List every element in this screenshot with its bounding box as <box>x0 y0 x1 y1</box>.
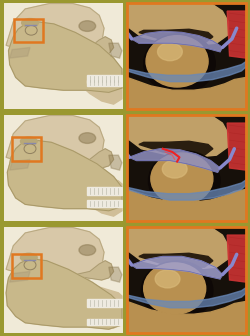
Polygon shape <box>7 140 122 211</box>
Polygon shape <box>132 31 222 52</box>
Polygon shape <box>139 141 213 155</box>
Polygon shape <box>109 155 122 170</box>
Polygon shape <box>64 54 122 104</box>
Ellipse shape <box>162 160 187 178</box>
Polygon shape <box>64 278 122 328</box>
Polygon shape <box>227 11 246 58</box>
Polygon shape <box>127 61 246 82</box>
Polygon shape <box>87 75 122 83</box>
Polygon shape <box>87 299 122 307</box>
Polygon shape <box>6 116 104 170</box>
Polygon shape <box>6 259 122 329</box>
Polygon shape <box>64 166 122 216</box>
Polygon shape <box>10 160 30 170</box>
Ellipse shape <box>146 36 208 87</box>
Polygon shape <box>127 301 246 333</box>
Polygon shape <box>127 226 228 269</box>
Ellipse shape <box>141 261 213 321</box>
Ellipse shape <box>25 26 37 35</box>
Ellipse shape <box>148 151 220 211</box>
Polygon shape <box>227 123 246 170</box>
Polygon shape <box>109 267 122 282</box>
Ellipse shape <box>79 133 96 143</box>
Polygon shape <box>139 29 213 43</box>
Polygon shape <box>87 319 122 325</box>
Ellipse shape <box>79 245 96 255</box>
Polygon shape <box>227 235 246 282</box>
Polygon shape <box>87 200 122 207</box>
Ellipse shape <box>24 144 36 154</box>
Bar <box>14 18 43 42</box>
Bar <box>12 254 41 278</box>
Polygon shape <box>10 47 30 58</box>
Polygon shape <box>139 253 213 267</box>
Polygon shape <box>6 227 104 282</box>
Ellipse shape <box>144 263 206 314</box>
Polygon shape <box>87 187 122 195</box>
Polygon shape <box>109 43 122 58</box>
Ellipse shape <box>158 43 182 61</box>
Polygon shape <box>127 180 246 200</box>
Ellipse shape <box>24 260 36 270</box>
Polygon shape <box>70 37 114 56</box>
Ellipse shape <box>22 18 38 27</box>
Ellipse shape <box>79 21 96 31</box>
Polygon shape <box>6 4 104 58</box>
Polygon shape <box>130 149 220 172</box>
Polygon shape <box>127 288 246 308</box>
Polygon shape <box>87 80 122 86</box>
Ellipse shape <box>155 270 180 288</box>
Polygon shape <box>8 22 122 92</box>
Polygon shape <box>127 190 246 221</box>
Ellipse shape <box>20 253 37 262</box>
Polygon shape <box>127 115 228 157</box>
Ellipse shape <box>151 153 213 204</box>
Polygon shape <box>127 77 246 110</box>
Polygon shape <box>10 271 30 282</box>
Polygon shape <box>127 3 228 45</box>
Polygon shape <box>132 256 222 279</box>
Bar <box>12 137 41 161</box>
Polygon shape <box>70 149 114 168</box>
Ellipse shape <box>20 137 37 145</box>
Polygon shape <box>70 261 114 280</box>
Ellipse shape <box>144 34 215 93</box>
